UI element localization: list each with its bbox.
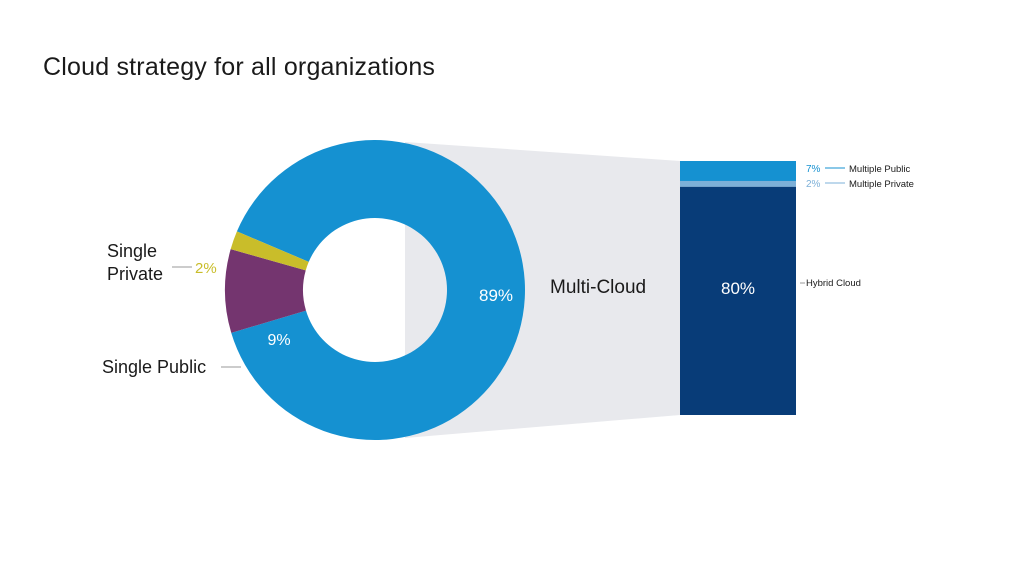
multi-cloud-pct-label: 89% (479, 286, 513, 305)
chart-title: Cloud strategy for all organizations (43, 53, 436, 81)
hybrid-cloud-label: Hybrid Cloud (806, 278, 861, 289)
single-public-label: Single Public (102, 357, 206, 377)
single-public-slice (224, 249, 307, 333)
single-private-pct-label: 2% (195, 260, 217, 277)
multi-cloud-slice (231, 139, 525, 440)
multiple-public-label: Multiple Public (849, 164, 910, 175)
multiple-private-label: Multiple Private (849, 179, 914, 190)
multiple-private-bar-segment (680, 180, 796, 187)
single-private-slice (230, 231, 309, 271)
single-private-label-line2: Private (107, 264, 163, 284)
multiple-public-bar-segment (680, 161, 796, 181)
multiple-public-pct-label: 7% (806, 164, 821, 175)
single-public-pct-label: 9% (267, 332, 290, 349)
hybrid-cloud-pct-label: 80% (721, 279, 755, 298)
hybrid-cloud-bar-segment (680, 186, 796, 415)
multi-cloud-label: Multi-Cloud (550, 277, 646, 298)
single-private-label-line1: Single (107, 241, 157, 261)
multiple-private-pct-label: 2% (806, 179, 821, 190)
